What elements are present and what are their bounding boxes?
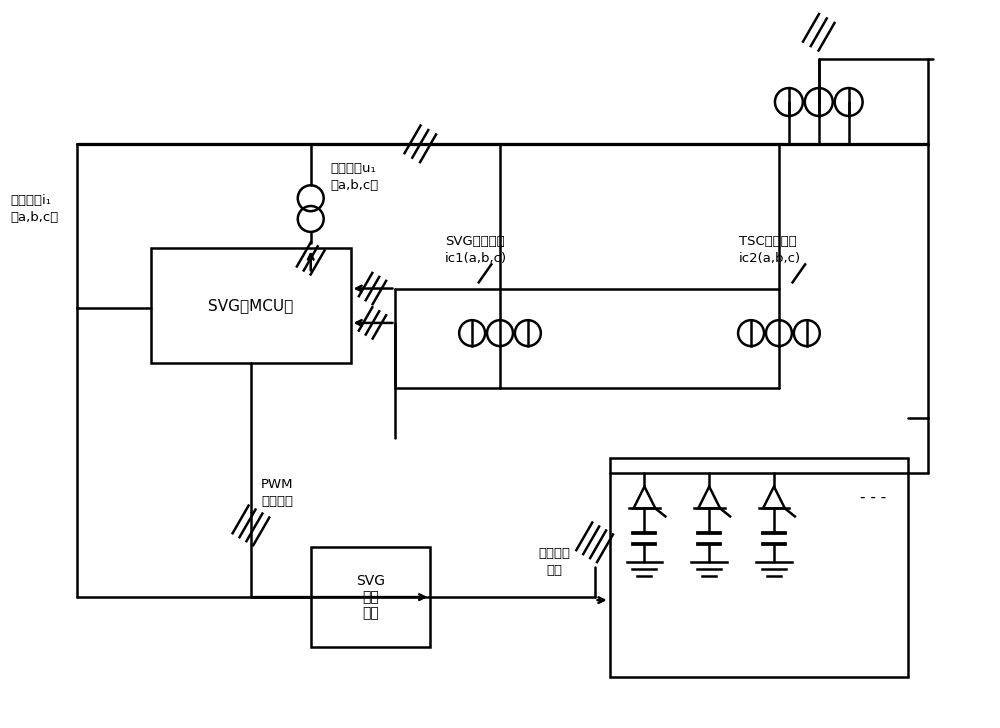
Polygon shape — [698, 486, 720, 508]
Text: 系统电压u₁
（a,b,c）: 系统电压u₁ （a,b,c） — [331, 162, 379, 191]
Text: SVG输出电流
ic1(a,b,c): SVG输出电流 ic1(a,b,c) — [445, 235, 507, 266]
Bar — [311, 547, 430, 647]
Polygon shape — [633, 486, 655, 508]
Bar — [151, 248, 351, 363]
Text: SVG
功率
单元: SVG 功率 单元 — [356, 574, 385, 620]
Text: - - -: - - - — [860, 490, 887, 505]
Text: PWM
控制信号: PWM 控制信号 — [261, 478, 293, 507]
Text: 负荷电流i₁
（a,b,c）: 负荷电流i₁ （a,b,c） — [10, 194, 58, 223]
Text: TSC输出电流
ic2(a,b,c): TSC输出电流 ic2(a,b,c) — [739, 235, 801, 266]
Text: SVG（MCU）: SVG（MCU） — [208, 298, 294, 313]
Text: 分组投切
信号: 分组投切 信号 — [539, 547, 571, 577]
Bar — [610, 458, 908, 677]
Polygon shape — [763, 486, 785, 508]
